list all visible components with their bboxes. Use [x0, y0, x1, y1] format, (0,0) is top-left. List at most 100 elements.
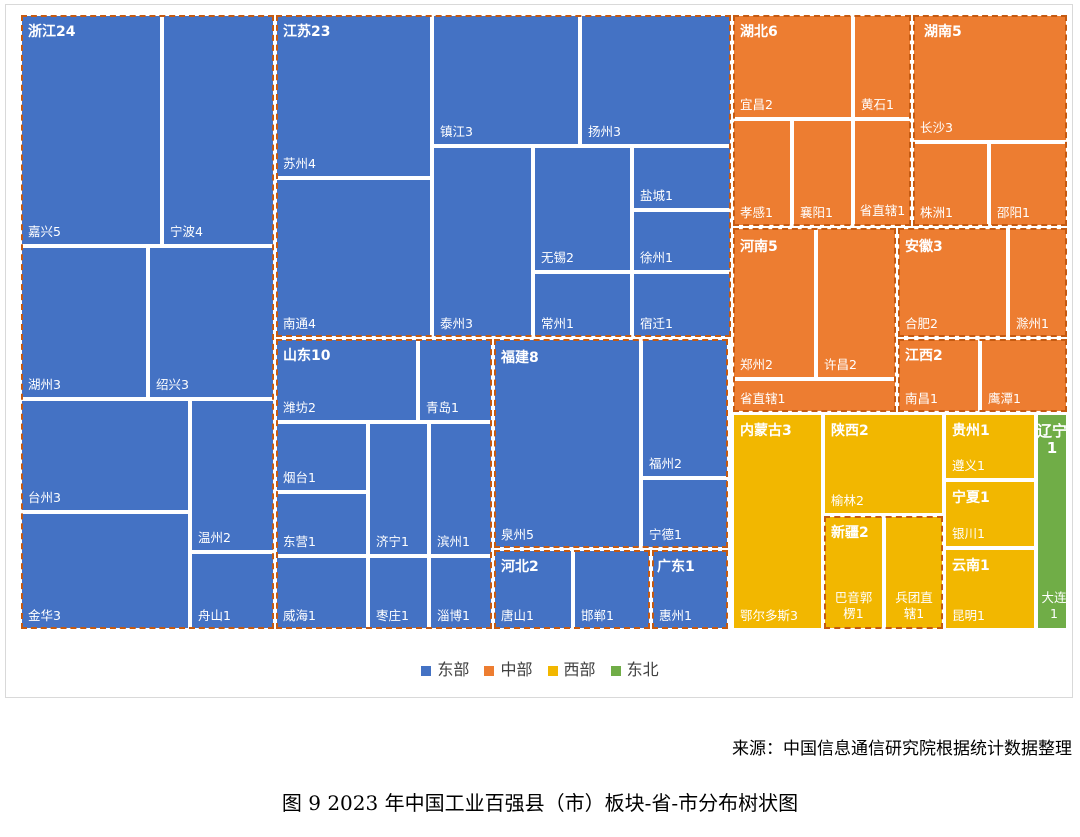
- treemap-cell-p13-c1: 兵团直辖1: [884, 515, 944, 630]
- legend-label-northeast: 东北: [626, 660, 659, 679]
- legend-swatch-east: [421, 665, 432, 676]
- treemap-cell-p10-c1: 鹰潭1: [980, 338, 1068, 413]
- city-label: 巴音郭楞1: [834, 590, 873, 621]
- city-label: 邵阳1: [997, 205, 1030, 220]
- city-label: 南昌1: [905, 391, 938, 406]
- city-label: 济宁1: [376, 534, 409, 549]
- treemap-cell-p7-c1: 株洲1: [912, 142, 989, 227]
- legend-item-east: 东部: [421, 656, 469, 680]
- treemap-cell-p6-c0: 宜昌2: [732, 14, 853, 119]
- treemap-cell-p8-c2: 省直辖1: [732, 379, 897, 413]
- city-label: 许昌2: [824, 357, 857, 372]
- city-label: 株洲1: [920, 205, 953, 220]
- city-label: 孝感1: [740, 205, 773, 220]
- province-label-15: 宁夏1: [952, 490, 990, 506]
- treemap-cell-p7-c2: 邵阳1: [989, 142, 1068, 227]
- treemap-cell-p11-c0: 鄂尔多斯3: [732, 413, 823, 630]
- treemap-plot: 嘉兴5 宁波4 湖州3 绍兴3 台州3 温州2 金华3 舟山1 浙江24 苏州4 镇江3 扬州3 南通4…: [20, 14, 1068, 630]
- treemap-cell-p1-c4: 泰州3: [432, 146, 533, 338]
- city-label: 鄂尔多斯3: [740, 608, 798, 623]
- city-label: 泉州5: [501, 527, 534, 542]
- province-label-14: 贵州1: [952, 423, 990, 439]
- city-label: 唐山1: [501, 608, 534, 623]
- treemap-cell-p1-c3: 南通4: [275, 178, 432, 338]
- city-label: 榆林2: [831, 493, 864, 508]
- province-label-0: 浙江24: [28, 24, 76, 40]
- province-label-11: 内蒙古3: [740, 423, 792, 439]
- city-label: 青岛1: [426, 400, 459, 415]
- treemap-cell-p15-c0: 银川1: [944, 480, 1036, 548]
- city-label: 嘉兴5: [28, 224, 61, 239]
- source-note: 来源：中国信息通信研究院根据统计数据整理: [732, 739, 1072, 759]
- city-label: 滁州1: [1016, 316, 1049, 331]
- city-label: 威海1: [283, 608, 316, 623]
- treemap-cell-p16-c0: 昆明1: [944, 548, 1036, 630]
- treemap-cell-p2-c2: 烟台1: [275, 422, 368, 492]
- city-label: 合肥2: [905, 316, 938, 331]
- city-label: 舟山1: [198, 608, 231, 623]
- city-label: 镇江3: [440, 124, 473, 139]
- legend: 东部 中部 西部 东北: [6, 656, 1074, 680]
- treemap-cell-p1-c1: 镇江3: [432, 14, 580, 146]
- province-label-2: 山东10: [283, 348, 331, 364]
- city-label: 潍坊2: [283, 400, 316, 415]
- legend-swatch-central: [484, 665, 495, 676]
- city-label: 宁波4: [170, 224, 203, 239]
- figure-caption: 图 9 2023 年中国工业百强县（市）板块-省-市分布树状图: [281, 791, 799, 815]
- province-label-3: 福建8: [501, 350, 539, 366]
- treemap-cell-p6-c1: 黄石1: [853, 14, 912, 119]
- treemap-cell-p9-c1: 滁州1: [1008, 227, 1068, 338]
- treemap-cell-p2-c0: 潍坊2: [275, 338, 418, 422]
- city-label: 黄石1: [861, 97, 894, 112]
- treemap-cell-p6-c4: 省直辖1: [853, 119, 912, 227]
- province-label-10: 江西2: [905, 348, 943, 364]
- province-label-1: 江苏23: [283, 24, 331, 40]
- province-label-7: 湖南5: [924, 24, 962, 40]
- city-label: 绍兴3: [156, 377, 189, 392]
- city-label: 长沙3: [920, 120, 953, 135]
- province-label-17: 辽宁1: [1036, 422, 1067, 457]
- treemap-cell-p8-c0: 郑州2: [732, 227, 816, 379]
- province-label-12: 陕西2: [831, 423, 869, 439]
- province-label-16: 云南1: [952, 558, 990, 574]
- city-label: 银川1: [952, 526, 985, 541]
- city-label: 徐州1: [640, 250, 673, 265]
- treemap-cell-p7-c0: 长沙3: [912, 14, 1068, 142]
- treemap-cell-p2-c1: 青岛1: [418, 338, 493, 422]
- city-label: 温州2: [198, 530, 231, 545]
- treemap-cell-p8-c1: 许昌2: [816, 227, 897, 379]
- city-label: 襄阳1: [800, 205, 833, 220]
- city-label: 宁德1: [649, 527, 682, 542]
- treemap-cell-p0-c4: 台州3: [20, 399, 190, 512]
- legend-label-west: 西部: [563, 660, 596, 679]
- city-label: 烟台1: [283, 470, 316, 485]
- city-label: 盐城1: [640, 188, 673, 203]
- city-label: 台州3: [28, 490, 61, 505]
- treemap-cell-p0-c0: 嘉兴5: [20, 14, 162, 246]
- legend-item-west: 西部: [547, 656, 596, 680]
- treemap-cell-p2-c8: 淄博1: [429, 556, 493, 630]
- treemap-cell-p2-c7: 枣庄1: [368, 556, 429, 630]
- city-label: 湖州3: [28, 377, 61, 392]
- treemap-cell-p4-c1: 邯郸1: [573, 549, 651, 630]
- treemap-cell-p2-c6: 威海1: [275, 556, 368, 630]
- city-label: 省直辖1: [859, 203, 906, 218]
- legend-swatch-west: [547, 665, 558, 676]
- city-label: 昆明1: [952, 608, 985, 623]
- treemap-cell-p3-c2: 宁德1: [641, 478, 729, 549]
- treemap-cell-p2-c3: 东营1: [275, 492, 368, 556]
- city-label: 淄博1: [437, 608, 470, 623]
- city-label: 金华3: [28, 608, 61, 623]
- city-label: 郑州2: [740, 357, 773, 372]
- treemap-cell-p0-c3: 绍兴3: [148, 246, 275, 399]
- legend-item-northeast: 东北: [610, 656, 659, 680]
- city-label: 邯郸1: [581, 608, 614, 623]
- treemap-cell-p3-c0: 泉州5: [493, 338, 641, 549]
- province-label-8: 河南5: [740, 239, 778, 255]
- treemap-cell-p6-c3: 襄阳1: [792, 119, 853, 227]
- city-label: 大连1: [1041, 590, 1067, 621]
- city-label: 苏州4: [283, 156, 316, 171]
- treemap-cell-p12-c0: 榆林2: [823, 413, 944, 515]
- city-label: 惠州1: [659, 608, 692, 623]
- city-label: 滨州1: [437, 534, 470, 549]
